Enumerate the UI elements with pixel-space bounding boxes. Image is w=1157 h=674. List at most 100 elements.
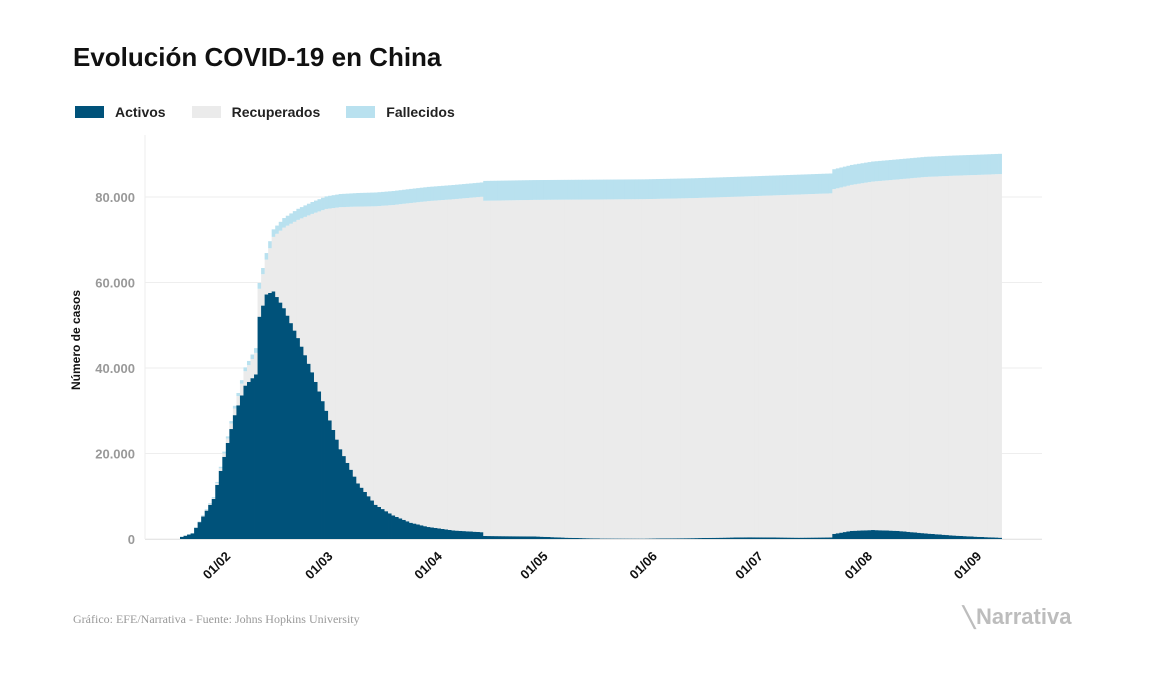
bar-activos bbox=[433, 528, 438, 539]
bar-activos bbox=[931, 533, 935, 539]
bar-fallecidos bbox=[338, 194, 343, 208]
stacked-bars bbox=[180, 153, 1002, 539]
bar-fallecidos bbox=[331, 195, 336, 209]
bar-fallecidos bbox=[222, 451, 227, 454]
bar-fallecidos bbox=[271, 229, 276, 237]
bar-recuperados bbox=[536, 199, 541, 537]
bar-recuperados bbox=[751, 196, 756, 538]
bar-fallecidos bbox=[215, 481, 220, 484]
bar-activos bbox=[765, 537, 770, 539]
bar-fallecidos bbox=[395, 190, 400, 205]
bar-recuperados bbox=[366, 206, 371, 497]
bar-activos bbox=[359, 487, 364, 539]
bar-recuperados bbox=[980, 174, 985, 538]
bar-fallecidos bbox=[955, 155, 960, 176]
bar-recuperados bbox=[215, 483, 220, 485]
bar-activos bbox=[511, 536, 516, 539]
bar-fallecidos bbox=[705, 177, 710, 198]
bar-recuperados bbox=[218, 468, 223, 471]
bar-activos bbox=[447, 529, 452, 539]
bar-fallecidos bbox=[663, 178, 667, 199]
bar-recuperados bbox=[328, 208, 333, 421]
bar-activos bbox=[578, 538, 583, 539]
bar-fallecidos bbox=[825, 173, 830, 194]
bar-recuperados bbox=[684, 198, 689, 539]
bar-activos bbox=[472, 531, 477, 539]
bar-fallecidos bbox=[310, 201, 315, 214]
bar-activos bbox=[536, 536, 541, 539]
bar-fallecidos bbox=[909, 158, 914, 179]
bar-activos bbox=[529, 536, 533, 539]
bar-fallecidos bbox=[543, 180, 548, 200]
bar-activos bbox=[462, 531, 467, 539]
bar-fallecidos bbox=[874, 161, 879, 182]
bar-fallecidos bbox=[292, 211, 297, 222]
bar-recuperados bbox=[447, 199, 452, 530]
bar-recuperados bbox=[525, 200, 530, 537]
bar-activos bbox=[243, 385, 248, 539]
bar-fallecidos bbox=[811, 174, 816, 195]
bar-fallecidos bbox=[328, 195, 333, 209]
bar-recuperados bbox=[444, 199, 449, 530]
legend-label: Fallecidos bbox=[386, 104, 455, 120]
bar-activos bbox=[684, 538, 689, 539]
bar-activos bbox=[299, 346, 304, 539]
bar-activos bbox=[317, 391, 322, 539]
bar-activos bbox=[490, 536, 495, 539]
bar-fallecidos bbox=[684, 178, 689, 199]
bar-recuperados bbox=[246, 365, 251, 382]
bar-fallecidos bbox=[641, 179, 646, 200]
bar-activos bbox=[701, 537, 706, 539]
bar-activos bbox=[920, 533, 925, 539]
bar-fallecidos bbox=[952, 155, 957, 176]
bar-recuperados bbox=[204, 510, 209, 511]
bar-recuperados bbox=[945, 176, 950, 536]
bar-activos bbox=[948, 535, 953, 539]
bar-fallecidos bbox=[317, 199, 322, 212]
bar-fallecidos bbox=[437, 186, 442, 201]
bar-fallecidos bbox=[289, 213, 294, 224]
bar-fallecidos bbox=[793, 174, 798, 195]
bar-fallecidos bbox=[751, 176, 756, 197]
bar-recuperados bbox=[856, 183, 861, 531]
bar-fallecidos bbox=[419, 187, 424, 202]
bar-activos bbox=[451, 530, 456, 539]
bar-recuperados bbox=[620, 199, 625, 539]
bar-activos bbox=[744, 537, 749, 539]
bar-fallecidos bbox=[737, 176, 742, 197]
bar-activos bbox=[758, 537, 763, 539]
bar-recuperados bbox=[941, 176, 946, 535]
bar-activos bbox=[804, 537, 809, 539]
bar-recuperados bbox=[391, 204, 396, 516]
x-tick-label: 01/03 bbox=[302, 549, 336, 583]
bar-activos bbox=[416, 524, 421, 539]
bar-activos bbox=[786, 537, 791, 539]
bar-fallecidos bbox=[469, 183, 474, 198]
bar-activos bbox=[504, 536, 509, 539]
bar-activos bbox=[250, 378, 255, 539]
bar-recuperados bbox=[825, 193, 830, 538]
bar-recuperados bbox=[758, 195, 763, 538]
bar-fallecidos bbox=[945, 155, 950, 177]
bar-activos bbox=[321, 401, 325, 539]
bar-fallecidos bbox=[550, 179, 555, 200]
bar-recuperados bbox=[846, 185, 851, 532]
bar-activos bbox=[715, 537, 720, 539]
bar-activos bbox=[187, 534, 191, 539]
bar-recuperados bbox=[331, 208, 336, 430]
bar-fallecidos bbox=[931, 156, 935, 177]
bar-recuperados bbox=[278, 230, 283, 303]
bar-activos bbox=[782, 537, 787, 539]
bar-activos bbox=[571, 537, 576, 539]
bar-fallecidos bbox=[740, 176, 745, 197]
bar-recuperados bbox=[931, 176, 935, 534]
x-tick-label: 01/05 bbox=[517, 549, 551, 583]
bar-activos bbox=[839, 532, 844, 539]
bar-fallecidos bbox=[275, 225, 280, 234]
bar-recuperados bbox=[740, 196, 745, 538]
bar-fallecidos bbox=[758, 176, 763, 196]
bar-activos bbox=[673, 538, 678, 539]
bar-recuperados bbox=[895, 179, 900, 531]
bar-activos bbox=[557, 537, 562, 539]
bar-fallecidos bbox=[208, 503, 213, 505]
